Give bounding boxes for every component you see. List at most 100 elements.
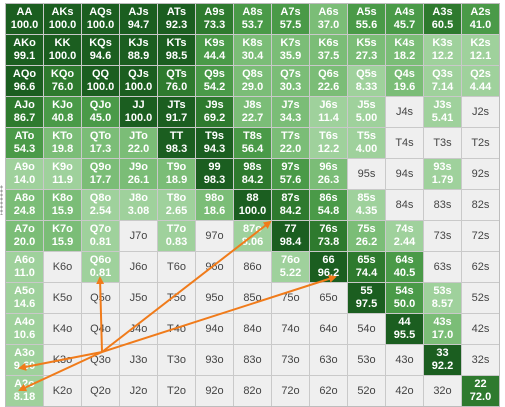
hand-cell[interactable]: 52s bbox=[462, 283, 499, 313]
hand-cell[interactable]: 55 97.5 bbox=[348, 283, 385, 313]
hand-cell[interactable]: 88 100.0 bbox=[234, 190, 271, 220]
hand-cell[interactable]: 22 72.0 bbox=[462, 376, 499, 406]
hand-cell[interactable]: 73s bbox=[424, 221, 461, 251]
hand-cell[interactable]: 63s bbox=[424, 252, 461, 282]
hand-cell[interactable]: 93s 1.79 bbox=[424, 159, 461, 189]
hand-cell[interactable]: 87s 84.2 bbox=[272, 190, 309, 220]
hand-cell[interactable]: J9s 69.2 bbox=[196, 97, 233, 127]
hand-cell[interactable]: Q7o 0.81 bbox=[82, 221, 119, 251]
hand-cell[interactable]: J8s 22.7 bbox=[234, 97, 271, 127]
hand-cell[interactable]: KTo 19.8 bbox=[44, 128, 81, 158]
hand-cell[interactable]: 94o bbox=[196, 314, 233, 344]
hand-cell[interactable]: QTs 76.0 bbox=[158, 66, 195, 96]
hand-cell[interactable]: 32s bbox=[462, 345, 499, 375]
hand-cell[interactable]: J7o bbox=[120, 221, 157, 251]
hand-cell[interactable]: A4s 45.7 bbox=[386, 4, 423, 34]
hand-cell[interactable]: A5o 14.6 bbox=[6, 283, 43, 313]
hand-cell[interactable]: A9s 73.3 bbox=[196, 4, 233, 34]
hand-cell[interactable]: K3o bbox=[44, 345, 81, 375]
hand-cell[interactable]: K9o 11.9 bbox=[44, 159, 81, 189]
hand-cell[interactable]: K6o bbox=[44, 252, 81, 282]
hand-cell[interactable]: T6s 12.2 bbox=[310, 128, 347, 158]
hand-cell[interactable]: JTo 22.0 bbox=[120, 128, 157, 158]
hand-cell[interactable]: Q5o bbox=[82, 283, 119, 313]
hand-cell[interactable]: A8o 24.8 bbox=[6, 190, 43, 220]
resize-handle[interactable] bbox=[0, 185, 3, 215]
hand-cell[interactable]: Q4s 19.6 bbox=[386, 66, 423, 96]
hand-cell[interactable]: 65s 74.4 bbox=[348, 252, 385, 282]
hand-cell[interactable]: Q6o 0.81 bbox=[82, 252, 119, 282]
hand-cell[interactable]: QTo 17.3 bbox=[82, 128, 119, 158]
hand-cell[interactable]: T6o bbox=[158, 252, 195, 282]
hand-cell[interactable]: ATo 54.3 bbox=[6, 128, 43, 158]
hand-cell[interactable]: AQo 96.6 bbox=[6, 66, 43, 96]
hand-cell[interactable]: KJo 40.8 bbox=[44, 97, 81, 127]
hand-cell[interactable]: J3s 5.41 bbox=[424, 97, 461, 127]
hand-cell[interactable]: 96o bbox=[196, 252, 233, 282]
hand-cell[interactable]: K3s 12.2 bbox=[424, 35, 461, 65]
hand-cell[interactable]: KJs 88.9 bbox=[120, 35, 157, 65]
hand-cell[interactable]: T2s bbox=[462, 128, 499, 158]
hand-cell[interactable]: J3o bbox=[120, 345, 157, 375]
hand-cell[interactable]: Q6s 22.6 bbox=[310, 66, 347, 96]
hand-cell[interactable]: 92o bbox=[196, 376, 233, 406]
hand-cell[interactable]: A2s 41.0 bbox=[462, 4, 499, 34]
hand-cell[interactable]: A9o 14.0 bbox=[6, 159, 43, 189]
hand-cell[interactable]: 85o bbox=[234, 283, 271, 313]
hand-cell[interactable]: 44 95.5 bbox=[386, 314, 423, 344]
hand-cell[interactable]: 98s 84.2 bbox=[234, 159, 271, 189]
hand-cell[interactable]: T9o 18.9 bbox=[158, 159, 195, 189]
hand-cell[interactable]: Q8s 29.0 bbox=[234, 66, 271, 96]
hand-cell[interactable]: T9s 94.3 bbox=[196, 128, 233, 158]
hand-cell[interactable]: 43o bbox=[386, 345, 423, 375]
hand-cell[interactable]: J5o bbox=[120, 283, 157, 313]
hand-cell[interactable]: Q8o 2.54 bbox=[82, 190, 119, 220]
hand-cell[interactable]: K8s 30.4 bbox=[234, 35, 271, 65]
hand-cell[interactable]: J6s 11.4 bbox=[310, 97, 347, 127]
hand-cell[interactable]: KQo 76.0 bbox=[44, 66, 81, 96]
hand-cell[interactable]: A5s 55.6 bbox=[348, 4, 385, 34]
hand-cell[interactable]: K9s 44.4 bbox=[196, 35, 233, 65]
hand-cell[interactable]: J2o bbox=[120, 376, 157, 406]
hand-cell[interactable]: 76o 5.22 bbox=[272, 252, 309, 282]
hand-cell[interactable]: 82o bbox=[234, 376, 271, 406]
hand-cell[interactable]: 96s 26.3 bbox=[310, 159, 347, 189]
hand-cell[interactable]: A4o 10.6 bbox=[6, 314, 43, 344]
hand-cell[interactable]: 84s bbox=[386, 190, 423, 220]
hand-cell[interactable]: JTs 91.7 bbox=[158, 97, 195, 127]
hand-cell[interactable]: 98o 18.6 bbox=[196, 190, 233, 220]
hand-cell[interactable]: AA 100.0 bbox=[6, 4, 43, 34]
hand-cell[interactable]: ATs 92.3 bbox=[158, 4, 195, 34]
hand-cell[interactable]: J4o bbox=[120, 314, 157, 344]
hand-cell[interactable]: AKs 100.0 bbox=[44, 4, 81, 34]
hand-cell[interactable]: AJs 94.7 bbox=[120, 4, 157, 34]
hand-cell[interactable]: T7o 0.83 bbox=[158, 221, 195, 251]
hand-cell[interactable]: 32o bbox=[424, 376, 461, 406]
hand-cell[interactable]: K4o bbox=[44, 314, 81, 344]
hand-cell[interactable]: 54o bbox=[348, 314, 385, 344]
hand-cell[interactable]: J2s bbox=[462, 97, 499, 127]
hand-cell[interactable]: 66 96.2 bbox=[310, 252, 347, 282]
hand-cell[interactable]: A7s 57.5 bbox=[272, 4, 309, 34]
hand-cell[interactable]: A8s 53.7 bbox=[234, 4, 271, 34]
hand-cell[interactable]: 77 98.4 bbox=[272, 221, 309, 251]
hand-cell[interactable]: 75s 26.2 bbox=[348, 221, 385, 251]
hand-cell[interactable]: Q4o bbox=[82, 314, 119, 344]
hand-cell[interactable]: 75o bbox=[272, 283, 309, 313]
hand-cell[interactable]: T2o bbox=[158, 376, 195, 406]
hand-cell[interactable]: 72s bbox=[462, 221, 499, 251]
hand-cell[interactable]: J5s 5.00 bbox=[348, 97, 385, 127]
hand-cell[interactable]: 65o bbox=[310, 283, 347, 313]
hand-cell[interactable]: K5o bbox=[44, 283, 81, 313]
hand-cell[interactable]: 72o bbox=[272, 376, 309, 406]
hand-cell[interactable]: QJo 45.0 bbox=[82, 97, 119, 127]
hand-cell[interactable]: A6s 37.0 bbox=[310, 4, 347, 34]
hand-cell[interactable]: T8o 2.65 bbox=[158, 190, 195, 220]
hand-cell[interactable]: AQs 100.0 bbox=[82, 4, 119, 34]
hand-cell[interactable]: 52o bbox=[348, 376, 385, 406]
hand-cell[interactable]: AKo 99.1 bbox=[6, 35, 43, 65]
hand-cell[interactable]: 62o bbox=[310, 376, 347, 406]
hand-cell[interactable]: 87o 8.06 bbox=[234, 221, 271, 251]
hand-cell[interactable]: 93o bbox=[196, 345, 233, 375]
hand-cell[interactable]: TT 98.3 bbox=[158, 128, 195, 158]
